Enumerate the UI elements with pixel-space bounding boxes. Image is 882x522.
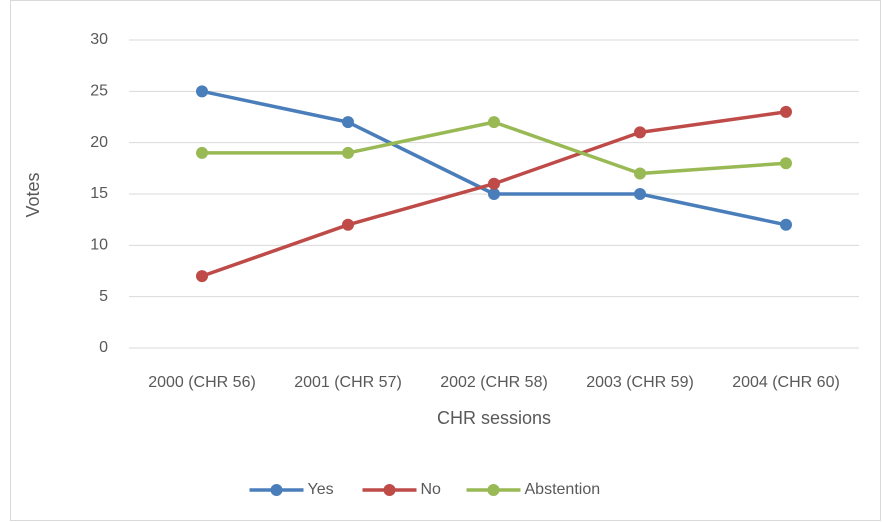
legend-marker	[270, 484, 283, 496]
legend-marker	[487, 484, 500, 496]
x-tick-label: 2000 (CHR 56)	[148, 374, 256, 391]
data-point	[196, 270, 208, 283]
data-point	[488, 177, 500, 190]
legend-marker	[383, 484, 396, 496]
y-tick-label: 0	[99, 339, 108, 356]
legend-label: Abstention	[525, 481, 601, 498]
data-point	[196, 146, 208, 159]
data-point	[780, 218, 792, 231]
data-point	[196, 85, 208, 98]
y-axis-title: Votes	[23, 172, 43, 217]
x-tick-label: 2002 (CHR 58)	[440, 374, 548, 391]
data-point	[488, 116, 500, 129]
x-tick-label: 2001 (CHR 57)	[294, 374, 402, 391]
data-point	[780, 105, 792, 118]
data-point	[780, 157, 792, 170]
y-tick-label: 5	[99, 288, 108, 305]
legend-label: No	[421, 481, 442, 498]
data-point	[342, 146, 354, 159]
data-point	[488, 188, 500, 200]
data-point	[634, 188, 646, 200]
data-point	[634, 167, 646, 180]
y-tick-label: 10	[90, 237, 108, 254]
data-point	[634, 126, 646, 139]
y-tick-label: 30	[90, 31, 108, 48]
data-point	[342, 116, 354, 129]
y-tick-label: 15	[90, 185, 108, 202]
x-tick-label: 2004 (CHR 60)	[732, 374, 840, 391]
chart-frame	[10, 0, 881, 521]
y-tick-label: 25	[90, 83, 108, 100]
x-axis-title: CHR sessions	[437, 408, 551, 428]
legend-label: Yes	[308, 481, 334, 498]
data-point	[342, 218, 354, 231]
y-tick-label: 20	[90, 134, 108, 151]
x-tick-label: 2003 (CHR 59)	[586, 374, 694, 391]
